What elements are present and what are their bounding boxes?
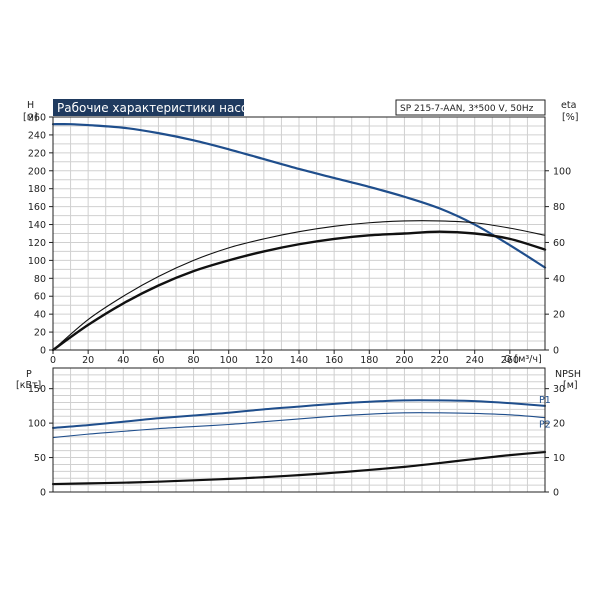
x-tick-label: 180 <box>360 355 378 366</box>
top-right-tick-label: 80 <box>553 202 565 213</box>
bottom-plot-frame <box>52 367 546 493</box>
top-right-tick-label: 0 <box>553 346 559 357</box>
x-tick-label: 20 <box>82 355 94 366</box>
top-left-tick-label: 100 <box>28 256 46 267</box>
top-left-tick-label: 120 <box>28 238 46 249</box>
x-tick-label: 220 <box>431 355 449 366</box>
bottom-right-tick-label: 10 <box>553 453 565 464</box>
bottom-series-p1-line <box>52 399 546 429</box>
top-right-axis-title: eta <box>561 100 576 111</box>
chart-title: Рабочие характеристики насоса <box>57 101 262 115</box>
x-tick-label: 80 <box>188 355 200 366</box>
x-tick-label: 200 <box>395 355 413 366</box>
top-left-tick-label: 260 <box>28 113 46 124</box>
x-axis-title: Q [м³/ч] <box>504 354 542 365</box>
top-left-tick-label: 40 <box>34 310 46 321</box>
bottom-left-axis-title: P <box>26 369 32 380</box>
top-series-1-line <box>52 220 546 351</box>
top-left-tick-label: 200 <box>28 166 46 177</box>
bottom-series-p2-line <box>52 412 546 439</box>
bottom-left-tick-label: 150 <box>28 384 46 395</box>
top-series-2-line <box>51 230 547 352</box>
x-tick-label: 100 <box>220 355 238 366</box>
bottom-series-2-line <box>51 450 547 486</box>
series-label-p1: P1 <box>539 395 551 406</box>
top-left-tick-label: 240 <box>28 130 46 141</box>
top-left-tick-label: 140 <box>28 220 46 231</box>
bottom-left-tick-label: 0 <box>40 488 46 499</box>
bottom-right-axis-unit: [м] <box>563 380 578 391</box>
bottom-right-tick-label: 30 <box>553 384 565 395</box>
top-right-tick-label: 20 <box>553 310 565 321</box>
x-tick-label: 160 <box>325 355 343 366</box>
bottom-left-tick-label: 50 <box>34 453 46 464</box>
bottom-left-axis-unit: [кВт] <box>16 380 41 391</box>
x-tick-label: 0 <box>50 355 56 366</box>
label-layer: 0204060801001201401601802002202402600204… <box>28 113 571 499</box>
x-tick-label: 120 <box>255 355 273 366</box>
top-left-axis-unit: [м] <box>23 112 38 123</box>
x-tick-label: 60 <box>152 355 164 366</box>
grid-layer <box>52 116 546 493</box>
top-left-tick-label: 20 <box>34 328 46 339</box>
bottom-right-axis-title: NPSH <box>555 369 581 380</box>
x-tick-label: 240 <box>466 355 484 366</box>
axis-layer <box>49 116 549 493</box>
bottom-left-tick-label: 100 <box>28 419 46 430</box>
top-left-tick-label: 160 <box>28 202 46 213</box>
top-left-tick-label: 0 <box>40 346 46 357</box>
top-right-tick-label: 100 <box>553 166 571 177</box>
top-left-tick-label: 80 <box>34 274 46 285</box>
x-tick-label: 40 <box>117 355 129 366</box>
x-tick-label: 260 <box>501 355 519 366</box>
bottom-right-tick-label: 20 <box>553 419 565 430</box>
top-left-tick-label: 60 <box>34 292 46 303</box>
top-left-tick-label: 220 <box>28 148 46 159</box>
curve-layer <box>51 123 547 486</box>
model-subtitle: SP 215-7-AAN, 3*500 V, 50Hz <box>400 104 534 114</box>
series-label-p2: P2 <box>539 420 551 431</box>
top-left-tick-label: 180 <box>28 184 46 195</box>
top-left-axis-title: H <box>27 100 34 111</box>
top-right-tick-label: 40 <box>553 274 565 285</box>
top-right-tick-label: 60 <box>553 238 565 249</box>
title-box <box>53 99 244 116</box>
top-right-axis-unit: [%] <box>562 112 578 123</box>
model-box <box>395 99 546 116</box>
x-tick-label: 140 <box>290 355 308 366</box>
top-series-0-line <box>51 123 547 269</box>
bottom-right-tick-label: 0 <box>553 488 559 499</box>
